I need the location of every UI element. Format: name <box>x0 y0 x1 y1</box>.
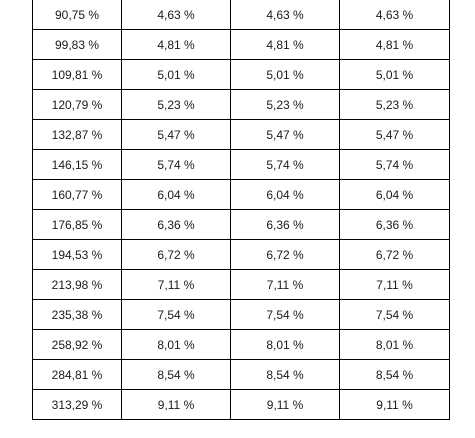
table-cell: 5,01 % <box>230 59 340 90</box>
table-cell: 258,92 % <box>32 329 122 360</box>
percentage-table: 90,75 % 4,63 % 4,63 % 4,63 % 99,83 % 4,8… <box>32 0 450 420</box>
table-cell: 5,74 % <box>339 149 450 180</box>
table-body: 90,75 % 4,63 % 4,63 % 4,63 % 99,83 % 4,8… <box>32 0 450 420</box>
table-cell: 4,81 % <box>230 29 340 60</box>
table-cell: 5,01 % <box>121 59 231 90</box>
table-cell: 7,11 % <box>339 269 450 300</box>
table-cell: 8,54 % <box>339 359 450 390</box>
table-cell: 6,04 % <box>230 179 340 210</box>
table-cell: 7,54 % <box>121 299 231 330</box>
table-cell: 235,38 % <box>32 299 122 330</box>
table-cell: 4,81 % <box>121 29 231 60</box>
table-row: 132,87 % 5,47 % 5,47 % 5,47 % <box>32 119 450 150</box>
table-cell: 5,23 % <box>230 89 340 120</box>
table-cell: 7,54 % <box>230 299 340 330</box>
table-row: 213,98 % 7,11 % 7,11 % 7,11 % <box>32 269 450 300</box>
table-cell: 7,11 % <box>121 269 231 300</box>
table-row: 313,29 % 9,11 % 9,11 % 9,11 % <box>32 389 450 420</box>
table-cell: 194,53 % <box>32 239 122 270</box>
table-cell: 9,11 % <box>230 389 340 420</box>
table-cell: 5,01 % <box>339 59 450 90</box>
table-row: 146,15 % 5,74 % 5,74 % 5,74 % <box>32 149 450 180</box>
table-cell: 313,29 % <box>32 389 122 420</box>
table-cell: 90,75 % <box>32 0 122 30</box>
table-cell: 8,01 % <box>230 329 340 360</box>
table-row: 99,83 % 4,81 % 4,81 % 4,81 % <box>32 29 450 60</box>
table-cell: 6,04 % <box>339 179 450 210</box>
table-row: 109,81 % 5,01 % 5,01 % 5,01 % <box>32 59 450 90</box>
table-cell: 4,63 % <box>121 0 231 30</box>
table-cell: 132,87 % <box>32 119 122 150</box>
table-row: 160,77 % 6,04 % 6,04 % 6,04 % <box>32 179 450 210</box>
table-row: 284,81 % 8,54 % 8,54 % 8,54 % <box>32 359 450 390</box>
table-cell: 8,54 % <box>230 359 340 390</box>
table-cell: 213,98 % <box>32 269 122 300</box>
table-cell: 160,77 % <box>32 179 122 210</box>
table-cell: 8,01 % <box>339 329 450 360</box>
table-cell: 99,83 % <box>32 29 122 60</box>
table-cell: 5,74 % <box>121 149 231 180</box>
table-cell: 7,54 % <box>339 299 450 330</box>
table-cell: 8,54 % <box>121 359 231 390</box>
percentage-table-container: 90,75 % 4,63 % 4,63 % 4,63 % 99,83 % 4,8… <box>32 0 450 420</box>
table-cell: 4,63 % <box>230 0 340 30</box>
table-cell: 4,81 % <box>339 29 450 60</box>
table-cell: 5,47 % <box>339 119 450 150</box>
table-cell: 6,36 % <box>121 209 231 240</box>
table-row: 176,85 % 6,36 % 6,36 % 6,36 % <box>32 209 450 240</box>
table-row: 235,38 % 7,54 % 7,54 % 7,54 % <box>32 299 450 330</box>
table-cell: 6,72 % <box>230 239 340 270</box>
table-cell: 146,15 % <box>32 149 122 180</box>
table-row: 258,92 % 8,01 % 8,01 % 8,01 % <box>32 329 450 360</box>
table-cell: 8,01 % <box>121 329 231 360</box>
table-cell: 9,11 % <box>121 389 231 420</box>
table-cell: 6,36 % <box>230 209 340 240</box>
table-cell: 6,36 % <box>339 209 450 240</box>
table-cell: 5,23 % <box>339 89 450 120</box>
table-row: 90,75 % 4,63 % 4,63 % 4,63 % <box>32 0 450 30</box>
table-cell: 4,63 % <box>339 0 450 30</box>
table-cell: 6,72 % <box>121 239 231 270</box>
table-cell: 6,04 % <box>121 179 231 210</box>
table-cell: 176,85 % <box>32 209 122 240</box>
table-row: 120,79 % 5,23 % 5,23 % 5,23 % <box>32 89 450 120</box>
table-cell: 5,47 % <box>121 119 231 150</box>
table-cell: 284,81 % <box>32 359 122 390</box>
table-cell: 9,11 % <box>339 389 450 420</box>
table-cell: 5,23 % <box>121 89 231 120</box>
table-cell: 120,79 % <box>32 89 122 120</box>
table-cell: 5,47 % <box>230 119 340 150</box>
table-cell: 5,74 % <box>230 149 340 180</box>
table-cell: 6,72 % <box>339 239 450 270</box>
table-cell: 7,11 % <box>230 269 340 300</box>
table-cell: 109,81 % <box>32 59 122 90</box>
table-row: 194,53 % 6,72 % 6,72 % 6,72 % <box>32 239 450 270</box>
